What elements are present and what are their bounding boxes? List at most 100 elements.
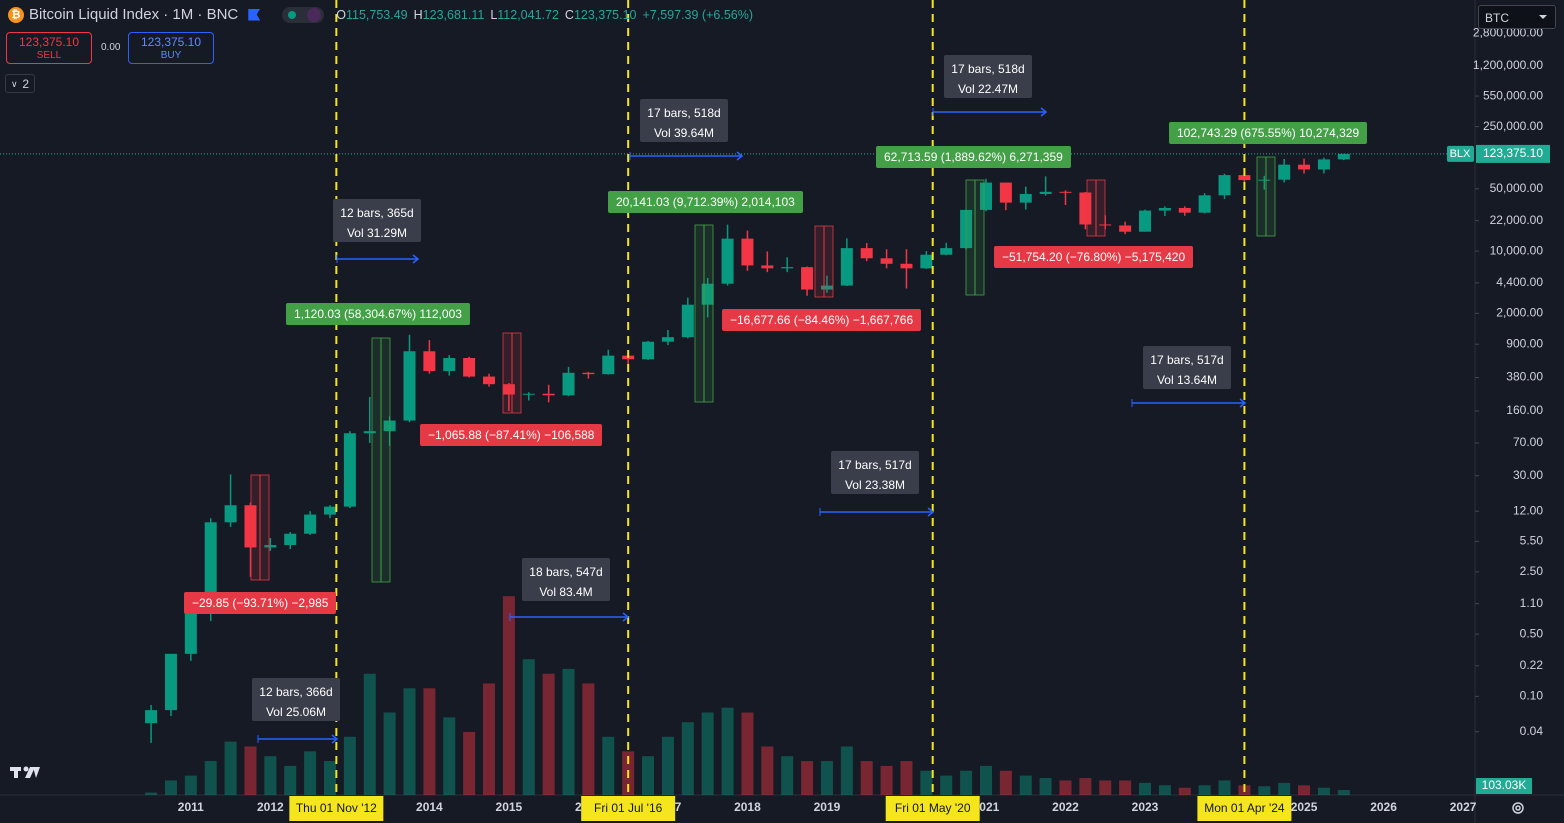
y-tick-label: 0.22: [1520, 658, 1544, 672]
volume-bar: [860, 761, 873, 795]
y-tick-label: 2.50: [1520, 564, 1544, 578]
candle-body: [1079, 192, 1092, 225]
candle-body: [721, 238, 734, 284]
volume-bar: [1258, 786, 1271, 795]
volume-bar: [264, 756, 277, 795]
volume-bar: [443, 717, 456, 795]
volume-bar: [423, 688, 436, 795]
volume-bar: [1119, 780, 1132, 795]
date-marker-bg: [1197, 796, 1292, 821]
y-tick-label: 2,000.00: [1496, 305, 1543, 319]
candle-body: [920, 254, 933, 269]
x-tick-label: 2027: [1450, 800, 1477, 814]
volume-bar: [880, 765, 893, 795]
candle-body: [1178, 207, 1191, 213]
volume-bar: [403, 688, 416, 795]
candle-body: [880, 258, 893, 264]
candle-body: [284, 533, 297, 546]
volume-bar: [1139, 782, 1152, 795]
y-tick-label: 380.00: [1506, 370, 1543, 384]
symbol-tag: BLX: [1450, 148, 1471, 160]
date-range-head: [412, 254, 420, 264]
volume-bar: [184, 775, 197, 795]
volume-bar: [304, 751, 317, 795]
settings-button[interactable]: [1512, 802, 1524, 814]
volume-bar: [781, 756, 794, 795]
x-tick-label: 2015: [496, 800, 523, 814]
date-marker-label: Fri 01 May '20: [895, 801, 971, 815]
candle-body: [1278, 164, 1291, 180]
y-tick-label: 12.00: [1513, 503, 1543, 517]
volume-bar: [642, 756, 655, 795]
volume-bar: [940, 775, 953, 795]
spread: 0.00: [101, 42, 121, 53]
volume-bar: [920, 770, 933, 795]
x-tick-label: 2014: [416, 800, 443, 814]
date-range-bars: 12 bars, 365d: [340, 206, 414, 220]
date-range-head: [622, 612, 630, 622]
price-range-label: 62,713.59 (1,889.62%) 6,271,359: [876, 146, 1071, 168]
candle-body: [582, 372, 595, 375]
candle-body: [860, 248, 873, 259]
sell-price: 123,375.10: [18, 35, 80, 49]
volume-bar: [383, 712, 396, 795]
volume-bar: [820, 761, 833, 795]
candle-body: [979, 182, 992, 210]
status-pill[interactable]: [282, 6, 325, 23]
layers-button[interactable]: ∨ 2: [5, 74, 35, 93]
candle-body: [900, 263, 913, 269]
volume-bar: [363, 673, 376, 795]
date-range-bars: 18 bars, 547d: [529, 565, 603, 579]
candle-body: [1218, 175, 1231, 196]
volume-bar: [244, 746, 257, 795]
x-tick-label: 2022: [1052, 800, 1079, 814]
x-tick-label: 2019: [814, 800, 841, 814]
volume-label: 103.03K: [1482, 778, 1527, 792]
volume-bar: [661, 736, 674, 795]
candle-body: [1298, 164, 1311, 170]
candle-body: [323, 506, 336, 515]
volume-bar: [582, 683, 595, 795]
symbol-title[interactable]: Bitcoin Liquid Index · 1M · BNC: [29, 6, 239, 23]
volume-bar: [761, 746, 774, 795]
y-tick-label: 70.00: [1513, 435, 1543, 449]
volume-bar: [1337, 790, 1350, 795]
date-marker-bg: [885, 796, 980, 821]
volume-bar: [502, 596, 515, 795]
ohlc-value: 115,753.49: [346, 7, 408, 22]
flag-icon[interactable]: [248, 8, 261, 21]
date-range-bars: 17 bars, 518d: [647, 106, 721, 120]
y-tick-label: 5.50: [1520, 534, 1544, 548]
volume-bar: [801, 761, 814, 795]
candle-body: [999, 182, 1012, 203]
y-tick-label: 50,000.00: [1490, 181, 1544, 195]
buy-button[interactable]: 123,375.10 BUY: [128, 32, 214, 64]
volume-bar: [960, 770, 973, 795]
price-range-label: 1,120.03 (58,304.67%) 112,003: [286, 303, 470, 325]
y-tick-label: 0.10: [1520, 689, 1544, 703]
candle-body: [820, 285, 833, 290]
candle-body: [363, 431, 376, 434]
volume-bar: [1298, 785, 1311, 795]
date-range-head: [331, 734, 339, 744]
sell-button[interactable]: 123,375.10 SELL: [6, 32, 92, 64]
last-price-bg: [1476, 144, 1550, 163]
candle-body: [1317, 159, 1330, 170]
volume-bar: [145, 792, 158, 795]
date-marker-label: Thu 01 Nov '12: [296, 801, 377, 815]
date-marker-label: Fri 01 Jul '16: [594, 801, 663, 815]
ohlc-value: 123,375.10: [573, 7, 637, 22]
candle-body: [761, 265, 774, 269]
price-range-label: −16,677.66 (−84.46%) −1,667,766: [722, 309, 922, 331]
candle-body: [661, 337, 674, 342]
date-range-box: 12 bars, 365d Vol 31.29M: [333, 199, 421, 242]
currency-select[interactable]: BTC: [1478, 5, 1556, 29]
x-tick-label: 2026: [1370, 800, 1397, 814]
y-tick-label: 1,200,000.00: [1473, 58, 1543, 72]
volume-bar: [164, 780, 177, 795]
volume-bar: [602, 736, 615, 795]
candle-body: [1039, 191, 1052, 194]
volume-bar: [323, 761, 336, 795]
sell-label: SELL: [36, 50, 62, 61]
date-range-box: 18 bars, 547d Vol 83.4M: [522, 558, 610, 601]
